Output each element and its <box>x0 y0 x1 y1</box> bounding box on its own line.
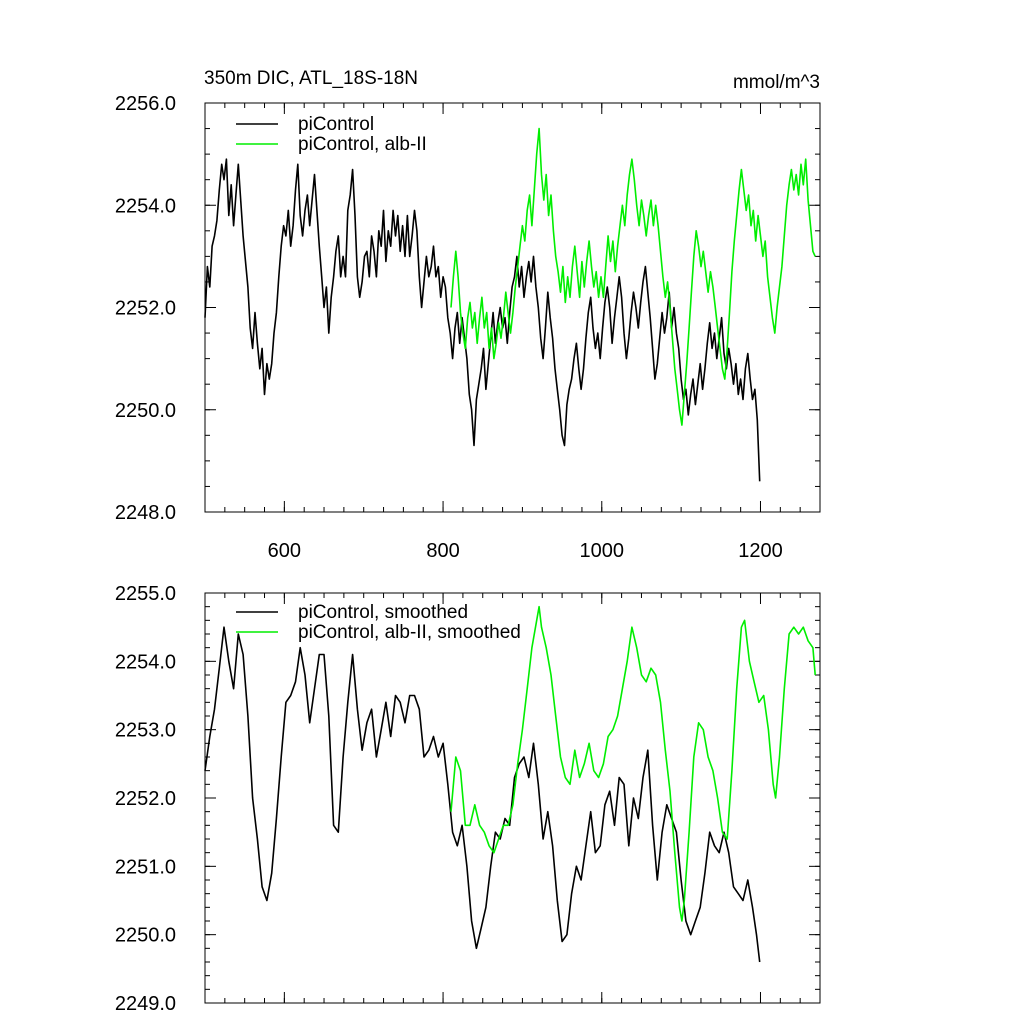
y-tick-label: 2255.0 <box>115 583 176 605</box>
y-tick-label: 2253.0 <box>115 720 176 742</box>
top-panel: 600 800 1000 1200 2248.0 2250.0 2252.0 2254.0 22… <box>115 93 821 562</box>
y-tick-label: 2254.0 <box>115 651 176 673</box>
series-line-picontrol-alb-ii-smoothed <box>450 605 816 922</box>
x-tick-label: 1000 <box>580 540 625 562</box>
x-tick-label: 1200 <box>738 540 783 562</box>
y-tick-label: 2254.0 <box>115 195 176 217</box>
series-line-picontrol <box>204 158 761 482</box>
series-line-picontrol-smoothed <box>204 626 761 963</box>
bottom-panel: 2249.0 2250.0 2251.0 2252.0 2253.0 2254.0 2255… <box>115 583 821 1015</box>
legend-label: piControl, alb-II <box>298 134 427 155</box>
figure-title: 350m DIC, ATL_18S-18N <box>204 68 418 89</box>
y-tick-label: 2249.0 <box>115 993 176 1015</box>
y-tick-label: 2252.0 <box>115 788 176 810</box>
x-tick-label: 800 <box>426 540 459 562</box>
legend-label: piControl <box>298 114 374 135</box>
y-tick-label: 2250.0 <box>115 400 176 422</box>
legend-label: piControl, alb-II, smoothed <box>298 622 521 643</box>
y-tick-label: 2250.0 <box>115 925 176 947</box>
units-label: mmol/m^3 <box>733 72 820 93</box>
y-tick-label: 2256.0 <box>115 93 176 115</box>
series-line-picontrol-alb-ii <box>450 127 816 426</box>
legend-label: piControl, smoothed <box>298 602 468 623</box>
y-tick-label: 2251.0 <box>115 856 176 878</box>
y-tick-label: 2252.0 <box>115 298 176 320</box>
x-tick-label: 600 <box>268 540 301 562</box>
y-tick-label: 2248.0 <box>115 502 176 524</box>
